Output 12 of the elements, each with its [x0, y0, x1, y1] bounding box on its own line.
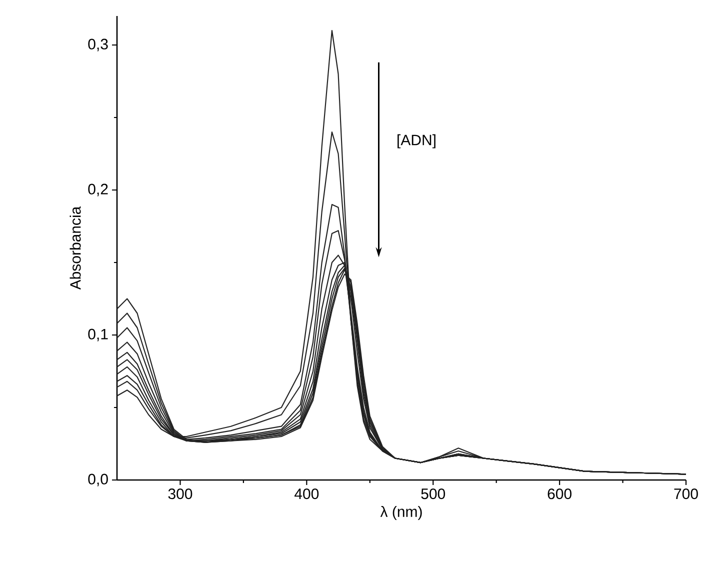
x-tick-label: 600 — [548, 488, 572, 500]
x-tick-label: 500 — [421, 488, 446, 500]
annotation: [ADN] — [398, 134, 436, 148]
x-tick-label: 700 — [674, 488, 698, 500]
x-tick-label: 300 — [168, 488, 192, 500]
y-tick-label: 0,1 — [88, 328, 108, 342]
y-axis-title: Absorbancia — [70, 206, 81, 290]
x-axis-title: λ (nm) — [380, 506, 422, 520]
y-tick-label: 0,3 — [88, 38, 108, 52]
y-tick-label: 0,0 — [88, 474, 108, 486]
x-tick-label: 400 — [294, 488, 319, 500]
y-tick-label: 0,2 — [88, 184, 108, 196]
